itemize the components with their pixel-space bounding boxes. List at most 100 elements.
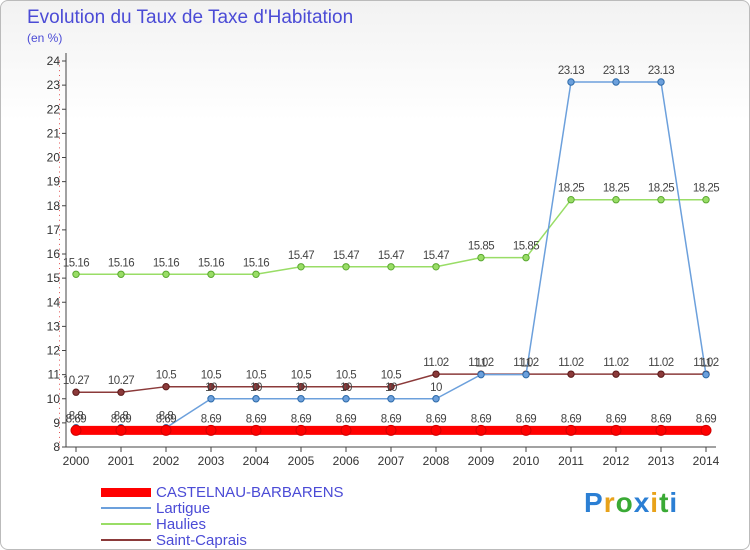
x-tick-label: 2010 <box>513 454 540 468</box>
data-point <box>70 424 82 436</box>
data-label: 8.69 <box>606 413 626 425</box>
y-tick-label: 10 <box>47 392 61 406</box>
data-point <box>522 370 530 379</box>
data-label: 8.69 <box>516 413 536 425</box>
data-point <box>477 370 485 379</box>
data-point <box>252 395 260 403</box>
data-point <box>340 424 352 436</box>
x-tick-label: 2008 <box>423 454 450 468</box>
y-tick-label: 11 <box>48 368 61 382</box>
data-point <box>567 78 575 86</box>
axes: 8 9 10 11 12 13 14 15 16 17 18 19 20 21 22 23 24 2000 2001… <box>47 53 720 468</box>
data-point <box>252 382 260 391</box>
chart-title: Evolution du Taux de Taxe d'Habitation <box>27 7 354 28</box>
logo-letter: i <box>669 487 679 518</box>
data-point <box>477 253 485 262</box>
data-labels-layer: 8.69 8.69 8.69 8.69 8.69 8.69 8.69 8.69 8.69 8.69… <box>63 65 720 425</box>
brand-logo: Proxiti <box>584 487 678 519</box>
x-tick-label: 2000 <box>63 454 90 468</box>
legend-swatch-saint-caprais <box>101 539 151 541</box>
data-label: 15.85 <box>513 241 539 253</box>
y-tick-label: 21 <box>47 126 61 140</box>
data-label: 8.69 <box>381 413 401 425</box>
data-label: 10 <box>205 382 217 394</box>
data-label: 8.69 <box>66 413 86 425</box>
data-label: 15.85 <box>468 241 494 253</box>
logo-letter: o <box>615 487 634 518</box>
y-tick-label: 14 <box>47 295 61 309</box>
data-point <box>207 270 215 278</box>
data-label: 10 <box>295 382 307 394</box>
data-label: 8.69 <box>246 413 266 425</box>
data-point <box>117 388 125 396</box>
legend-label: Haulies <box>156 516 207 533</box>
data-label: 10.5 <box>201 370 221 382</box>
data-point <box>655 424 667 436</box>
data-point <box>612 196 620 204</box>
data-point <box>72 388 80 396</box>
data-point <box>432 370 440 378</box>
x-tick-label: 2012 <box>603 454 630 468</box>
data-point <box>657 196 665 204</box>
data-point <box>117 270 125 278</box>
data-point <box>700 424 712 436</box>
legend-swatch-castelnau <box>101 488 151 497</box>
data-label: 11.02 <box>468 357 494 369</box>
data-point <box>432 263 440 271</box>
x-tick-label: 2014 <box>693 454 720 468</box>
x-tick-label: 2013 <box>648 454 675 468</box>
data-label: 11 <box>701 358 712 370</box>
data-label: 11.02 <box>423 357 449 369</box>
data-point <box>612 370 620 378</box>
data-point <box>207 382 215 391</box>
data-point <box>657 78 665 86</box>
data-label: 15.47 <box>378 250 404 262</box>
data-label: 8.69 <box>471 413 491 425</box>
data-label: 15.16 <box>243 257 269 269</box>
x-tick-label: 2005 <box>288 454 315 468</box>
data-label: 8.69 <box>111 413 131 425</box>
data-label: 8.8 <box>69 411 84 423</box>
data-label: 11 <box>476 358 487 370</box>
data-point <box>342 395 350 403</box>
data-point <box>430 424 442 436</box>
data-point <box>520 424 532 436</box>
x-tick-label: 2009 <box>468 454 495 468</box>
data-label: 15.47 <box>423 250 449 262</box>
y-tick-label: 19 <box>47 175 61 189</box>
data-label: 11.02 <box>693 357 719 369</box>
data-label: 8.8 <box>114 411 129 423</box>
data-point <box>342 382 350 391</box>
data-point <box>295 424 307 436</box>
data-label: 18.25 <box>693 183 719 195</box>
data-label: 8.8 <box>159 411 174 423</box>
y-tick-label: 15 <box>47 271 61 285</box>
data-label: 10 <box>430 382 442 394</box>
logo-letter: r <box>603 487 616 518</box>
data-point <box>702 196 710 204</box>
data-point <box>207 395 215 403</box>
data-label: 10 <box>340 382 352 394</box>
data-label: 11.02 <box>513 357 539 369</box>
x-tick-label: 2004 <box>243 454 270 468</box>
y-tick-label: 12 <box>47 344 61 358</box>
data-point <box>432 395 440 403</box>
data-label: 18.25 <box>603 183 629 195</box>
data-point <box>610 424 622 436</box>
data-label: 8.69 <box>156 413 176 425</box>
data-point <box>297 395 305 403</box>
y-tick-label: 18 <box>47 199 61 213</box>
data-point <box>567 196 575 204</box>
data-label: 18.25 <box>558 183 584 195</box>
logo-letter: x <box>633 487 651 518</box>
data-point <box>342 263 350 271</box>
data-point <box>612 78 620 86</box>
data-label: 8.69 <box>336 413 356 425</box>
legend-swatch-haulies <box>101 523 151 525</box>
data-label: 10 <box>250 382 262 394</box>
data-point <box>115 424 127 436</box>
data-point <box>522 253 530 262</box>
data-label: 23.13 <box>603 65 629 77</box>
